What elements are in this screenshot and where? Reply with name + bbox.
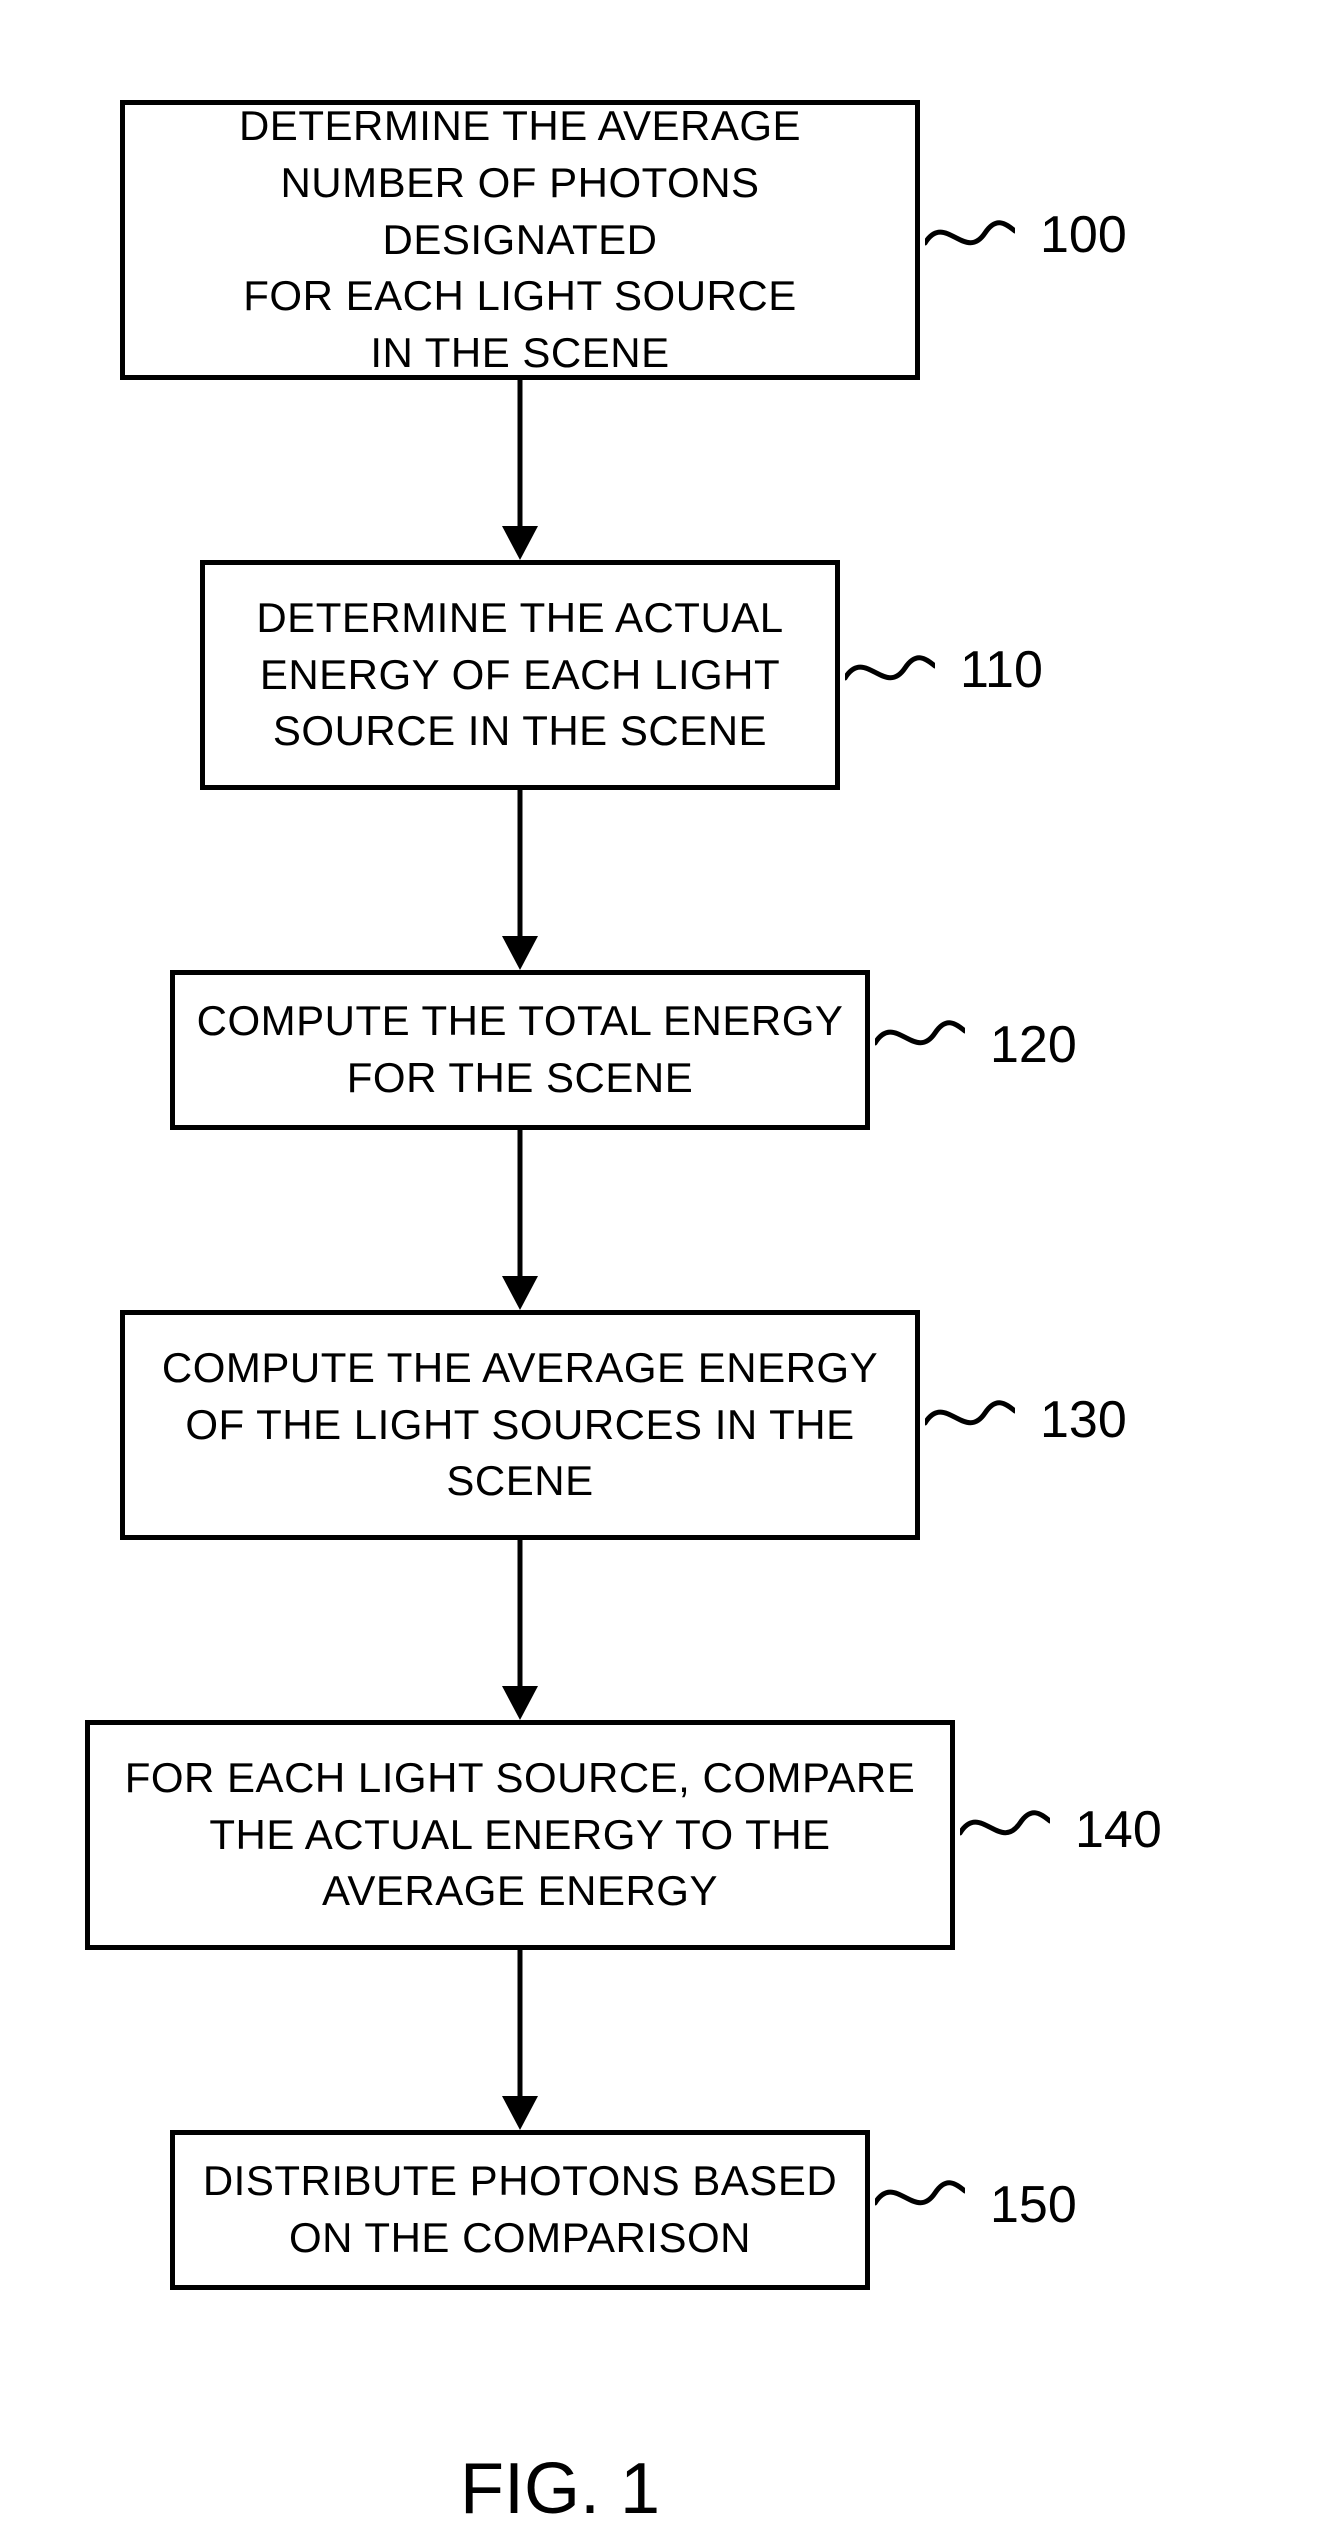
flow-node-140-text: FOR EACH LIGHT SOURCE, COMPARE THE ACTUA… xyxy=(105,1750,936,1920)
flow-node-130-ref: 130 xyxy=(1040,1390,1127,1450)
tilde-connector-icon xyxy=(875,1015,965,1055)
flow-node-120-ref: 120 xyxy=(990,1015,1077,1075)
flow-arrow xyxy=(518,1540,523,1686)
flow-arrow xyxy=(518,1950,523,2096)
tilde-connector-icon xyxy=(845,650,935,690)
flow-node-120: COMPUTE THE TOTAL ENERGY FOR THE SCENE xyxy=(170,970,870,1130)
tilde-connector-icon xyxy=(875,2175,965,2215)
flow-node-110-text: DETERMINE THE ACTUAL ENERGY OF EACH LIGH… xyxy=(236,590,803,760)
flow-node-120-text: COMPUTE THE TOTAL ENERGY FOR THE SCENE xyxy=(177,993,864,1106)
flow-node-140: FOR EACH LIGHT SOURCE, COMPARE THE ACTUA… xyxy=(85,1720,955,1950)
flow-arrow xyxy=(518,790,523,936)
flow-node-110: DETERMINE THE ACTUAL ENERGY OF EACH LIGH… xyxy=(200,560,840,790)
figure-caption: FIG. 1 xyxy=(460,2448,660,2530)
flow-node-150: DISTRIBUTE PHOTONS BASED ON THE COMPARIS… xyxy=(170,2130,870,2290)
flow-node-140-ref: 140 xyxy=(1075,1800,1162,1860)
tilde-connector-icon xyxy=(925,215,1015,255)
flow-arrow-head-icon xyxy=(502,2096,538,2130)
flow-arrow xyxy=(518,380,523,526)
flow-node-100-ref: 100 xyxy=(1040,205,1127,265)
flow-arrow-head-icon xyxy=(502,526,538,560)
flow-arrow-head-icon xyxy=(502,1686,538,1720)
flow-node-150-text: DISTRIBUTE PHOTONS BASED ON THE COMPARIS… xyxy=(183,2153,857,2266)
flow-arrow-head-icon xyxy=(502,936,538,970)
flow-node-150-ref: 150 xyxy=(990,2175,1077,2235)
flow-node-130-text: COMPUTE THE AVERAGE ENERGY OF THE LIGHT … xyxy=(142,1340,898,1510)
flow-node-100-text: DETERMINE THE AVERAGE NUMBER OF PHOTONS … xyxy=(125,98,915,381)
flow-node-110-ref: 110 xyxy=(960,640,1043,700)
flow-arrow-head-icon xyxy=(502,1276,538,1310)
flow-node-100: DETERMINE THE AVERAGE NUMBER OF PHOTONS … xyxy=(120,100,920,380)
flow-arrow xyxy=(518,1130,523,1276)
tilde-connector-icon xyxy=(960,1805,1050,1845)
tilde-connector-icon xyxy=(925,1395,1015,1435)
flow-node-130: COMPUTE THE AVERAGE ENERGY OF THE LIGHT … xyxy=(120,1310,920,1540)
